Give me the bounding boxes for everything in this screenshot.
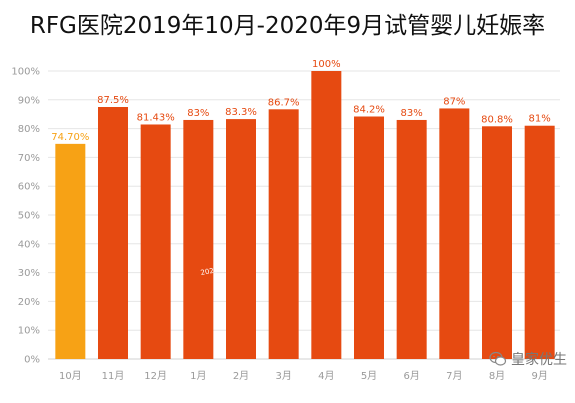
y-tick-label: 60% [18, 182, 40, 193]
data-label: 83% [187, 108, 209, 119]
x-tick-label: 3月 [275, 370, 291, 382]
y-tick-label: 100% [11, 67, 40, 78]
x-tick-label: 10月 [59, 370, 82, 382]
bar [55, 143, 86, 359]
data-label: 84.2% [353, 105, 385, 116]
bar [226, 119, 256, 359]
data-labels: 74.70% 87.5% 81.43% 83% 83.3% 86.7% 100% 84.2% 8… [51, 59, 551, 143]
data-label: 81.43% [137, 112, 175, 123]
y-tick-label: 0% [24, 355, 40, 366]
y-tick-label: 50% [18, 211, 40, 222]
x-tick-label: 12月 [144, 370, 167, 382]
bar [439, 108, 470, 359]
bar [311, 71, 342, 359]
bar [98, 107, 128, 359]
x-tick-label: 7月 [446, 370, 462, 382]
data-label: 83% [401, 108, 423, 119]
x-tick-label: 8月 [489, 370, 505, 382]
bar [354, 116, 384, 359]
data-label: 81% [529, 114, 551, 125]
y-tick-label: 20% [18, 297, 40, 308]
year-annotation: 2020年 [200, 264, 226, 277]
x-tick-label: 5月 [361, 370, 377, 382]
chart-title: RFG医院2019年10月-2020年9月试管婴儿妊娠率 [29, 13, 546, 39]
x-tick-label: 4月 [318, 370, 334, 382]
y-tick-label: 90% [18, 95, 40, 106]
y-tick-label: 10% [18, 326, 40, 337]
bar [524, 125, 555, 359]
data-label: 80.8% [481, 114, 513, 125]
x-tick-label: 6月 [403, 370, 419, 382]
bar [482, 126, 512, 360]
data-label: 87% [443, 96, 465, 107]
y-axis-ticks: 0% 10% 20% 30% 40% 50% 60% 70% 80% 90% 100% [11, 67, 40, 366]
bar [183, 119, 214, 360]
bar [268, 109, 299, 359]
watermark-text: 皇家优生 [511, 352, 567, 368]
y-tick-label: 70% [18, 153, 40, 164]
grid-lines [48, 70, 560, 360]
y-tick-label: 30% [18, 268, 40, 279]
x-tick-label: 9月 [531, 370, 547, 382]
x-axis-ticks: 10月 11月 12月 1月 2月 3月 4月 5月 6月 7月 8月 9月 [59, 370, 548, 382]
data-label: 86.7% [268, 97, 300, 108]
watermark: 皇家优生 [489, 349, 567, 369]
data-label: 87.5% [97, 95, 129, 106]
bars [55, 71, 555, 360]
bar [140, 124, 171, 359]
y-tick-label: 40% [18, 239, 40, 250]
y-tick-label: 80% [18, 124, 40, 135]
x-tick-label: 11月 [102, 370, 125, 382]
x-tick-label: 2月 [233, 370, 249, 382]
x-tick-label: 1月 [190, 370, 206, 382]
data-label: 100% [312, 59, 341, 70]
data-label: 83.3% [225, 107, 257, 118]
wechat-icon [489, 351, 507, 366]
data-label: 74.70% [51, 132, 89, 143]
bar [396, 119, 427, 360]
